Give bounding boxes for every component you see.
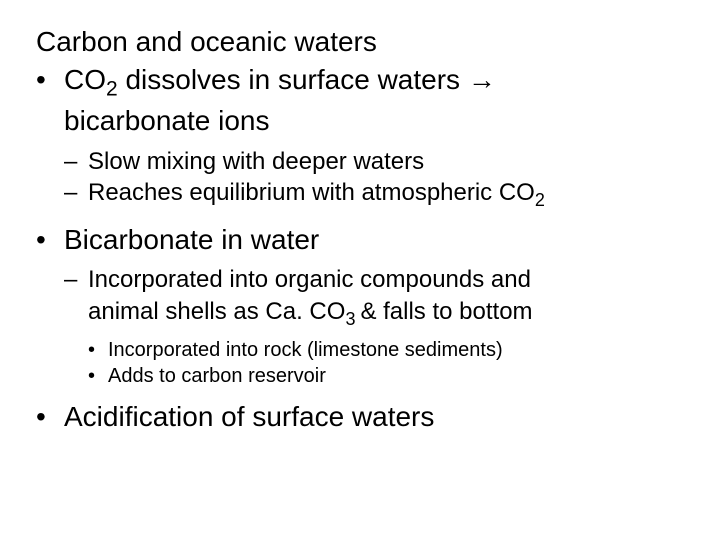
- bullet-level-2: –Slow mixing with deeper waters: [64, 146, 684, 177]
- bullet-level-2: –Reaches equilibrium with atmospheric CO…: [64, 177, 684, 212]
- arrow-icon: →: [468, 64, 496, 95]
- bullet-level-2: –Incorporated into organic compounds and: [64, 264, 684, 295]
- bullet-text: Acidification of surface waters: [64, 399, 684, 435]
- bullet-text: Incorporated into organic compounds and: [88, 264, 684, 295]
- bullet-continuation: animal shells as Ca. CO3 & falls to bott…: [88, 296, 684, 331]
- bullet-text: Slow mixing with deeper waters: [88, 146, 684, 177]
- bullet-marker: –: [64, 177, 88, 212]
- outline-container: •CO2 dissolves in surface waters →bicarb…: [36, 62, 684, 435]
- bullet-marker: •: [88, 337, 108, 363]
- bullet-text: Incorporated into rock (limestone sedime…: [108, 337, 684, 363]
- bullet-continuation: bicarbonate ions: [64, 103, 684, 139]
- bullet-level-3: •Adds to carbon reservoir: [88, 363, 684, 389]
- subscript: 3: [345, 308, 360, 328]
- bullet-text: CO2 dissolves in surface waters →: [64, 62, 684, 103]
- subscript: 2: [535, 190, 545, 210]
- bullet-marker: •: [36, 399, 64, 435]
- bullet-level-1: •Bicarbonate in water: [36, 222, 684, 258]
- bullet-marker: •: [36, 62, 64, 103]
- bullet-level-1: •Acidification of surface waters: [36, 399, 684, 435]
- bullet-marker: –: [64, 146, 88, 177]
- bullet-marker: –: [64, 264, 88, 295]
- bullet-text: Reaches equilibrium with atmospheric CO2: [88, 177, 684, 212]
- bullet-level-3: •Incorporated into rock (limestone sedim…: [88, 337, 684, 363]
- bullet-marker: •: [88, 363, 108, 389]
- bullet-text: Bicarbonate in water: [64, 222, 684, 258]
- slide-heading: Carbon and oceanic waters: [36, 24, 684, 60]
- bullet-marker: •: [36, 222, 64, 258]
- subscript: 2: [106, 78, 118, 101]
- bullet-level-1: •CO2 dissolves in surface waters →: [36, 62, 684, 103]
- bullet-text: Adds to carbon reservoir: [108, 363, 684, 389]
